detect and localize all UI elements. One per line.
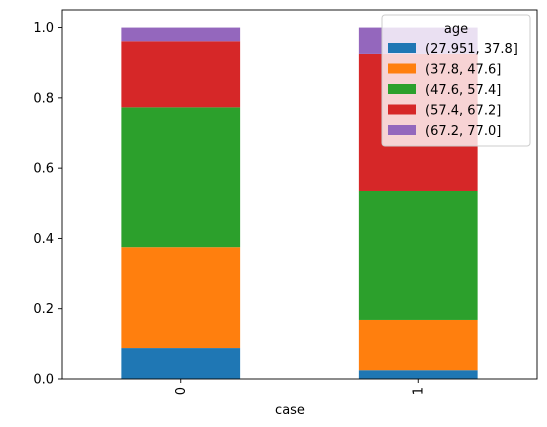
bar-segment xyxy=(121,27,241,42)
legend-swatch xyxy=(388,63,416,74)
y-tick-label: 0.6 xyxy=(33,162,54,177)
y-axis: 0.0 0.2 0.4 0.6 0.8 1.0 xyxy=(33,21,62,388)
legend: age (27.951, 37.8] (37.8, 47.6] (47.6, 57.… xyxy=(381,14,531,147)
x-tick-label: 1 xyxy=(411,387,426,395)
legend-entry-label: (67.2, 77.0] xyxy=(425,124,501,139)
bar-segment xyxy=(121,41,241,108)
legend-swatch xyxy=(388,84,416,94)
bar-segment xyxy=(358,319,478,371)
legend-entry-label: (57.4, 67.2] xyxy=(425,104,501,119)
legend-swatch xyxy=(388,125,416,135)
y-tick-label: 0.8 xyxy=(33,91,54,106)
legend-entry-label: (27.951, 37.8] xyxy=(425,42,518,57)
bar-segment xyxy=(358,190,478,320)
y-tick-label: 1.0 xyxy=(33,21,54,36)
y-tick-label: 0.2 xyxy=(33,302,54,317)
bar-segment xyxy=(121,107,241,248)
bar-segment xyxy=(121,247,241,349)
legend-swatch xyxy=(388,43,416,53)
bar-segment xyxy=(358,370,478,379)
legend-entry-label: (37.8, 47.6] xyxy=(425,63,501,78)
bar-segment xyxy=(121,348,241,379)
x-tick-label: 0 xyxy=(174,387,189,395)
legend-entry-label: (47.6, 57.4] xyxy=(425,83,501,98)
legend-swatch xyxy=(388,104,416,115)
legend-items: (27.951, 37.8] (37.8, 47.6] (47.6, 57.4] (5… xyxy=(388,42,518,139)
x-axis-label: case xyxy=(275,403,305,418)
y-tick-label: 0.4 xyxy=(33,232,54,247)
plot-frame xyxy=(61,9,538,380)
legend-box xyxy=(381,14,531,147)
legend-title: age xyxy=(444,22,468,37)
y-tick-label: 0.0 xyxy=(33,373,54,388)
